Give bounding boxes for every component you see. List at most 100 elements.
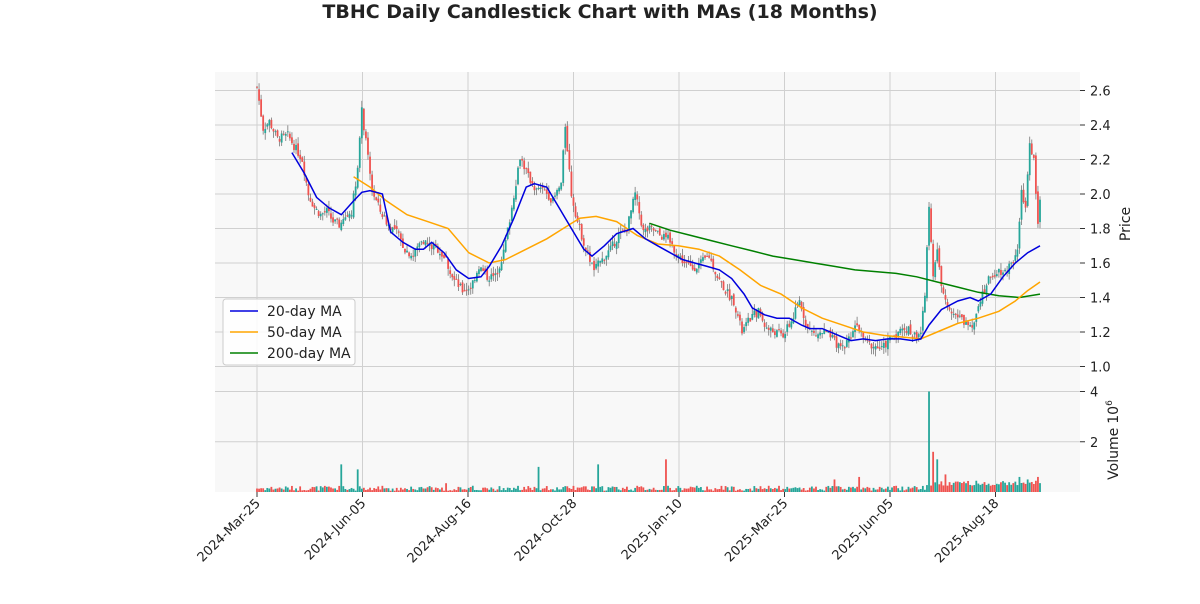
volume-bar — [720, 485, 723, 492]
volume-bar — [617, 489, 620, 492]
volume-bar — [360, 488, 363, 492]
volume-bar — [607, 487, 610, 492]
candle-body — [552, 197, 554, 202]
volume-bar — [921, 485, 924, 492]
volume-bar — [492, 488, 495, 492]
volume-bar — [1014, 481, 1017, 492]
candle-body — [940, 266, 943, 287]
candle-body — [638, 201, 641, 214]
volume-bar — [954, 481, 957, 492]
volume-bar — [880, 487, 883, 492]
candle-body — [603, 259, 606, 261]
candle-body — [868, 340, 871, 342]
candle-body — [533, 186, 536, 191]
volume-bar — [802, 488, 805, 492]
candle-body — [332, 217, 334, 223]
volume-bar — [790, 488, 793, 492]
candle-body — [747, 317, 750, 323]
candle-body — [432, 244, 435, 250]
volume-bar — [835, 486, 838, 492]
volume-bar — [730, 486, 733, 492]
volume-bar — [397, 490, 400, 492]
volume-bar — [704, 490, 706, 492]
volume-bar — [478, 490, 480, 492]
candle-body — [330, 213, 332, 219]
candle-body — [500, 262, 503, 271]
candle-body — [749, 318, 752, 322]
volume-bar — [854, 488, 856, 492]
candle-body — [291, 137, 293, 144]
volume-bar — [408, 490, 410, 492]
volume-bar — [605, 490, 608, 492]
x-tick-label: 2024-Oct-28 — [512, 496, 580, 564]
candle-body — [1032, 155, 1035, 158]
candle-body — [903, 327, 906, 331]
volume-bar — [870, 490, 873, 492]
volume-bar — [365, 489, 367, 492]
volume-bar — [739, 489, 741, 492]
candle-body — [961, 314, 963, 318]
volume-bar — [963, 481, 965, 492]
volume-bar — [323, 485, 326, 492]
volume-bar — [282, 489, 285, 492]
candle-body — [658, 228, 661, 236]
volume-bar — [993, 484, 996, 492]
volume-bar — [862, 487, 865, 492]
candle-body — [835, 336, 838, 348]
volume-bar — [928, 391, 930, 492]
volume-bar — [256, 488, 258, 492]
candle-body — [365, 131, 367, 139]
volume-bar — [445, 483, 447, 492]
candle-body — [517, 167, 519, 185]
volume-bar — [545, 486, 548, 492]
candle-body — [459, 283, 462, 285]
volume-bar — [414, 489, 417, 492]
candle-body — [919, 332, 922, 335]
legend-label: 50-day MA — [267, 325, 342, 341]
candle-body — [751, 313, 754, 320]
candle-body — [572, 197, 575, 206]
candle-body — [648, 225, 651, 230]
volume-bar — [469, 486, 472, 492]
candle-body — [260, 99, 263, 117]
candle-body — [794, 307, 797, 319]
candle-body — [708, 255, 711, 258]
candle-body — [973, 322, 976, 330]
candle-body — [663, 234, 665, 240]
candle-body — [560, 182, 563, 190]
volume-bar — [564, 486, 567, 492]
volume-bar — [521, 489, 524, 492]
volume-bar — [420, 486, 423, 492]
volume-bar — [648, 488, 651, 492]
volume-bar — [1002, 481, 1004, 492]
candle-body — [467, 289, 470, 291]
volume-bar — [689, 486, 692, 492]
volume-bar — [708, 489, 711, 492]
candle-body — [562, 150, 565, 183]
candle-body — [782, 333, 785, 338]
candle-body — [473, 280, 476, 282]
candle-body — [402, 238, 404, 248]
volume-bar — [303, 490, 306, 492]
volume-bar — [884, 488, 887, 492]
volume-bar — [673, 490, 676, 492]
volume-bar — [833, 479, 836, 492]
candle-body — [449, 270, 452, 275]
candle-body — [852, 331, 854, 338]
volume-bar — [897, 488, 900, 492]
volume-bar — [677, 486, 680, 492]
volume-bar — [498, 486, 501, 492]
candle-body — [537, 187, 540, 189]
candle-body — [541, 185, 544, 189]
volume-bar — [958, 482, 961, 492]
candle-body — [457, 279, 460, 287]
candle-body — [582, 238, 585, 246]
volume-bar — [375, 488, 378, 492]
candle-body — [652, 228, 655, 231]
volume-bar — [767, 485, 770, 492]
candle-body — [821, 333, 824, 335]
candle-body — [379, 204, 382, 212]
candle-body — [636, 194, 639, 200]
volume-bar — [909, 488, 912, 492]
volume-bar — [432, 489, 435, 492]
